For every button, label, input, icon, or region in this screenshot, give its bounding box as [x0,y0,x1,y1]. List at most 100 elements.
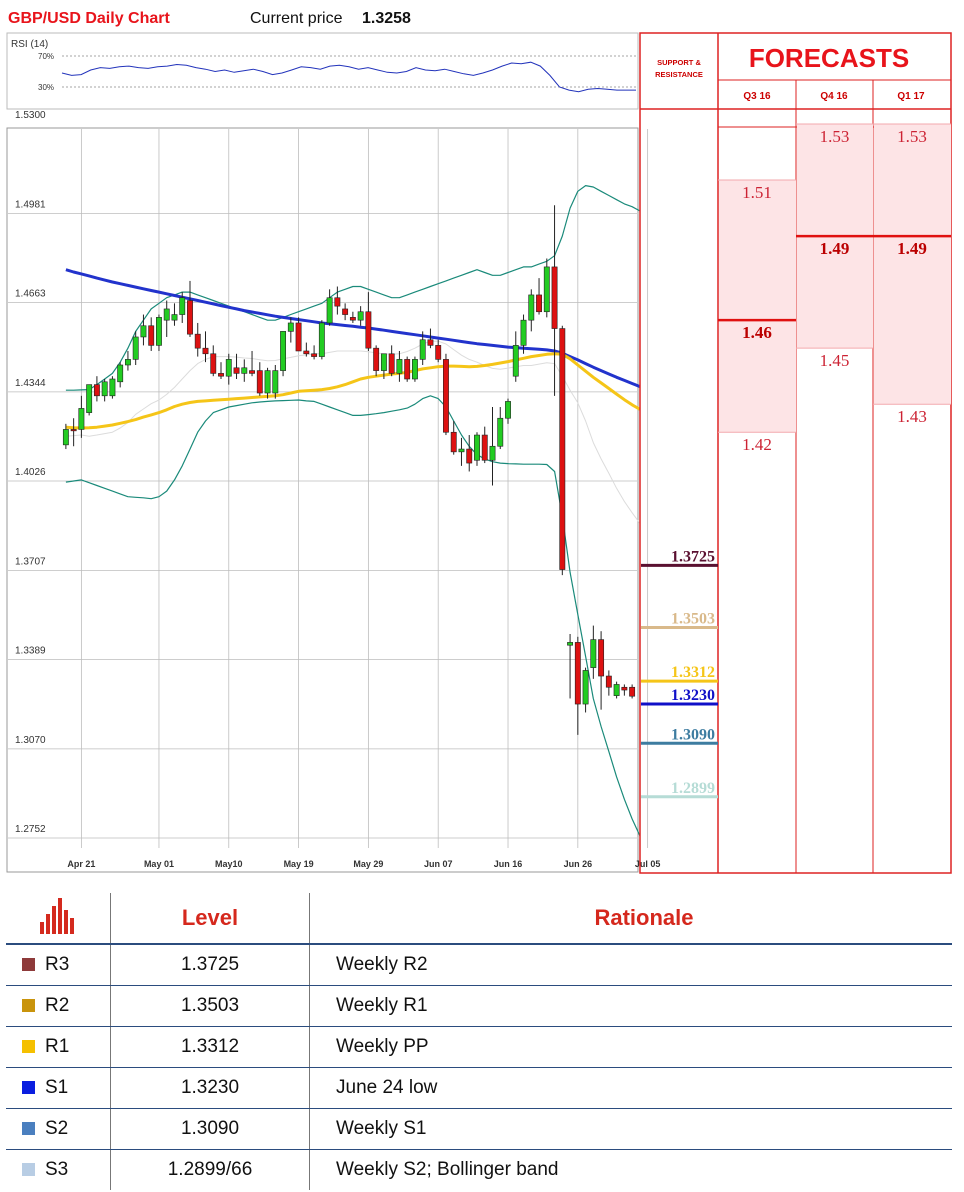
candle [187,280,193,337]
candle [536,278,542,315]
candle-up-body [582,670,589,705]
candle-down-body [256,370,263,394]
candle [163,300,170,337]
candle [559,325,566,576]
candle [411,356,418,382]
candle-down-body [450,431,457,453]
level-rationale: Weekly R2 [309,944,952,986]
candle-down-body [218,373,224,377]
candle [171,303,178,326]
forecast-value: 1.42 [742,435,772,454]
candle [481,426,488,464]
forecast-value: 1.53 [897,127,927,146]
candle [435,339,442,363]
candle [70,418,77,447]
table-row: R3 1.3725 Weekly R2 [6,944,952,986]
candle-up-body [272,370,279,394]
table-header-level: Level [110,893,310,945]
level-tag: R2 [45,995,70,1016]
candle [148,317,155,351]
candle [443,353,449,436]
level-value: 1.2899/66 [110,1149,310,1190]
candle-up-body [86,384,93,413]
candle-down-body [334,297,341,307]
candle-up-body [280,331,287,371]
candle-up-body [326,297,333,324]
candle-up-body [489,445,496,461]
chart-area: GBP/USD Daily Chart Current price 1.3258… [6,10,952,874]
candle-up-body [613,684,620,696]
candle-down-body [93,384,100,397]
y-tick-label: 1.4344 [15,378,46,389]
forecasts-title: FORECASTS [749,43,909,73]
candle [233,353,240,379]
candle-down-body [342,308,349,315]
candle-down-body [249,370,255,374]
level-rationale: Weekly PP [309,1026,952,1068]
candle-up-body [225,359,232,377]
candle-down-body [70,429,77,432]
candle-down-body [373,347,380,371]
candle [256,362,263,396]
level-rationale: Weekly R1 [309,985,952,1027]
candle [574,636,581,735]
candle-down-body [536,294,542,313]
candle-down-body [466,448,473,464]
candle-up-body [419,339,426,360]
candle-up-body [497,417,504,447]
candle [349,311,356,323]
candle [489,407,496,486]
candle [365,292,372,351]
candle [419,331,426,365]
candle-up-body [62,429,69,446]
table-icon-header [6,893,111,945]
candle [334,286,341,315]
candle-up-body [101,381,108,397]
bollinger-lower-line [65,395,641,837]
level-tag: R1 [45,1036,70,1057]
forecast-value: 1.45 [820,351,850,370]
bollinger-upper-line [65,185,641,391]
candle [551,205,558,396]
candle [124,350,131,371]
candle [342,303,349,321]
candle-up-body [140,325,147,338]
candle-up-body [567,642,574,646]
color-swatch [22,1040,35,1053]
chart-title: GBP/USD Daily Chart [8,10,170,27]
candle-down-body [404,359,411,380]
level-value: 1.3503 [110,985,310,1027]
candle [218,362,224,379]
current-price-value: 1.3258 [362,10,411,27]
forecast-col-q1: Q1 17 [897,91,925,102]
candle [249,350,255,377]
color-swatch [22,999,35,1012]
candle [598,631,605,710]
candle [303,342,310,357]
x-tick-label: Jun 26 [564,859,593,869]
level-rationale: Weekly S1 [309,1108,952,1150]
candle-up-body [78,408,85,430]
levels-table: Level Rationale R3 1.3725 Weekly R2 R2 1… [6,893,952,1190]
candle-down-body [202,347,209,355]
table-header-rationale: Rationale [309,893,952,945]
table-row: S1 1.3230 June 24 low [6,1067,952,1109]
forecast-col-q4: Q4 16 [820,91,848,102]
table-row: R2 1.3503 Weekly R1 [6,985,952,1027]
candle-up-body [458,448,465,453]
table-row: S3 1.2899/66 Weekly S2; Bollinger band [6,1149,952,1190]
bollinger-mid-line [65,340,641,524]
level-tag: S2 [45,1118,69,1139]
candle-up-body [287,322,294,332]
current-price-label: Current price [250,10,343,27]
candle [512,331,519,382]
sr-level-label: 1.2899 [671,780,715,797]
candle [404,356,411,382]
candle [326,289,333,326]
x-tick-label: Jul 05 [635,859,661,869]
rsi-panel [6,32,639,110]
rsi-upper-label: 70% [38,52,54,61]
sr-level-label: 1.3503 [671,611,715,628]
candle-up-body [590,639,597,668]
candle [613,681,620,699]
